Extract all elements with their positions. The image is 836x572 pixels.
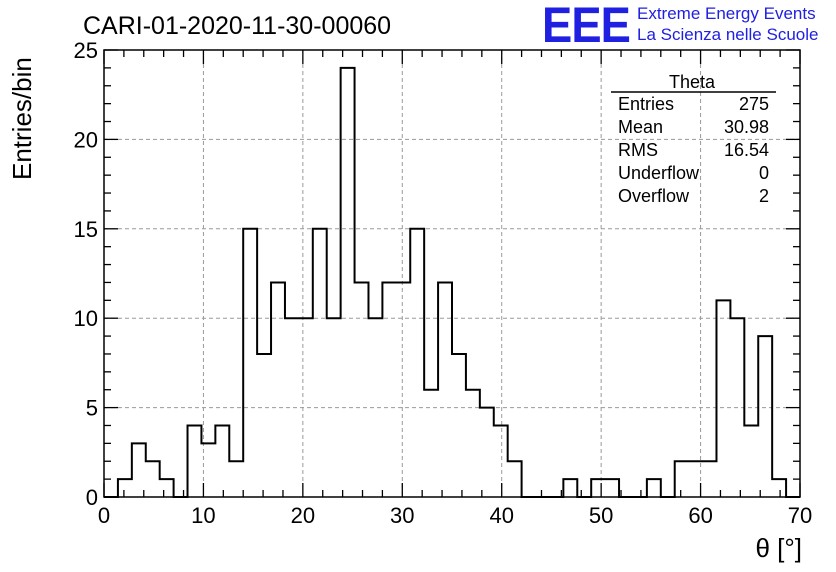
- y-tick-label: 15: [74, 217, 98, 242]
- histogram-outline: [104, 66, 800, 498]
- logo-line-2: La Scienza nelle Scuole: [637, 25, 818, 44]
- stats-row-value: 30.98: [724, 117, 769, 137]
- x-tick-label: 40: [489, 503, 513, 528]
- y-tick-label: 10: [74, 306, 98, 331]
- grid-lines: [104, 50, 800, 497]
- x-tick-label: 50: [589, 503, 613, 528]
- axis-ticks: [103, 49, 801, 498]
- x-tick-label: 70: [788, 503, 812, 528]
- chart-title: CARI-01-2020-11-30-00060: [83, 12, 391, 40]
- y-tick-label: 20: [74, 127, 98, 152]
- stats-row-label: Mean: [618, 117, 663, 137]
- stats-row-value: 0: [759, 163, 769, 183]
- stats-row-label: RMS: [618, 140, 658, 160]
- eee-logo: EEE Extreme Energy Events La Scienza nel…: [542, 0, 818, 53]
- stats-box: Theta Entries 275 Mean 30.98 RMS 16.54 Underfl…: [611, 72, 776, 206]
- stats-title: Theta: [669, 72, 716, 92]
- y-axis-label: Entries/bin: [7, 57, 37, 180]
- x-tick-label: 0: [98, 503, 110, 528]
- y-tick-label: 0: [86, 485, 98, 510]
- logo-line-1: Extreme Energy Events: [637, 4, 816, 23]
- stats-row-label: Underflow: [618, 163, 700, 183]
- logo-eee-text: EEE: [542, 0, 630, 53]
- x-tick-label: 60: [688, 503, 712, 528]
- y-tick-label: 25: [74, 38, 98, 63]
- x-tick-label: 20: [291, 503, 315, 528]
- plot-frame: [103, 49, 801, 498]
- stats-row-label: Entries: [618, 94, 674, 114]
- stats-row-value: 275: [739, 94, 769, 114]
- stats-row-value: 2: [759, 186, 769, 206]
- stats-row-label: Overflow: [618, 186, 690, 206]
- histogram-bars: [104, 66, 800, 498]
- stats-rows: Entries 275 Mean 30.98 RMS 16.54 Underflow 0 Ove…: [618, 94, 769, 206]
- x-tick-label: 10: [191, 503, 215, 528]
- stats-row-value: 16.54: [724, 140, 769, 160]
- x-tick-label: 30: [390, 503, 414, 528]
- x-axis-label: θ [°]: [755, 533, 802, 563]
- y-tick-label: 5: [86, 396, 98, 421]
